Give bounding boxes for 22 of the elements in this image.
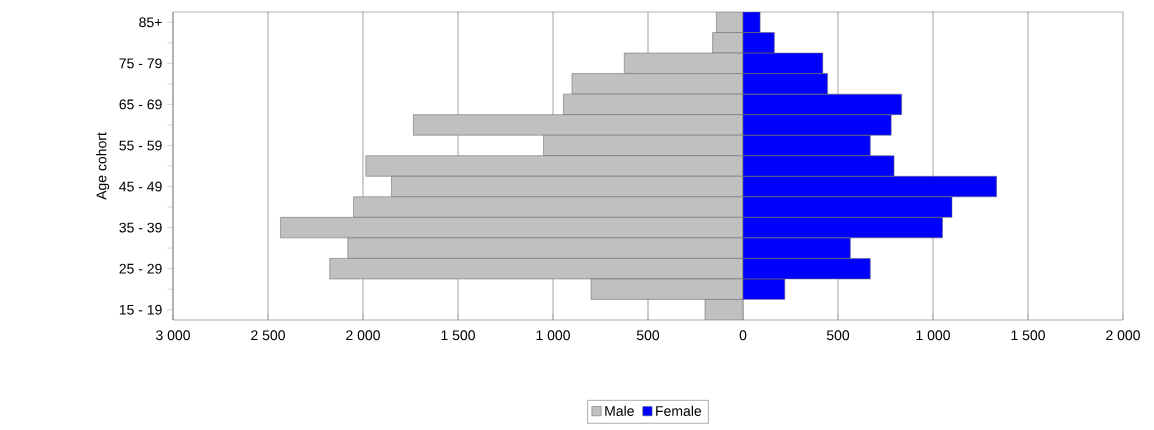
x-tick-label: 2 000 [1106, 330, 1140, 341]
legend-label: Female [656, 405, 702, 416]
y-tick-label: 45 - 49 [119, 181, 162, 192]
x-tick-label: 1 000 [916, 330, 950, 341]
y-tick-label: 55 - 59 [119, 140, 162, 151]
y-tick-label: 35 - 39 [119, 222, 162, 233]
x-tick-label: 2 500 [251, 330, 285, 341]
y-tick-label: 75 - 79 [119, 58, 162, 69]
x-tick-label: 500 [826, 330, 850, 341]
y-tick-label: 15 - 19 [119, 304, 162, 315]
y-tick-label: 25 - 29 [119, 263, 162, 274]
x-tick-label: 500 [636, 330, 660, 341]
y-tick-label: 65 - 69 [119, 99, 162, 110]
y-axis-title: Age cohort [96, 132, 110, 200]
x-tick-label: 1 500 [1011, 330, 1045, 341]
x-tick-label: 1 500 [441, 330, 475, 341]
y-tick-label: 85+ [139, 17, 162, 28]
x-tick-label: 1 000 [536, 330, 570, 341]
x-tick-label: 3 000 [156, 330, 190, 341]
x-tick-label: 0 [739, 330, 747, 341]
x-tick-label: 2 000 [346, 330, 380, 341]
legend-label: Male [605, 405, 634, 416]
